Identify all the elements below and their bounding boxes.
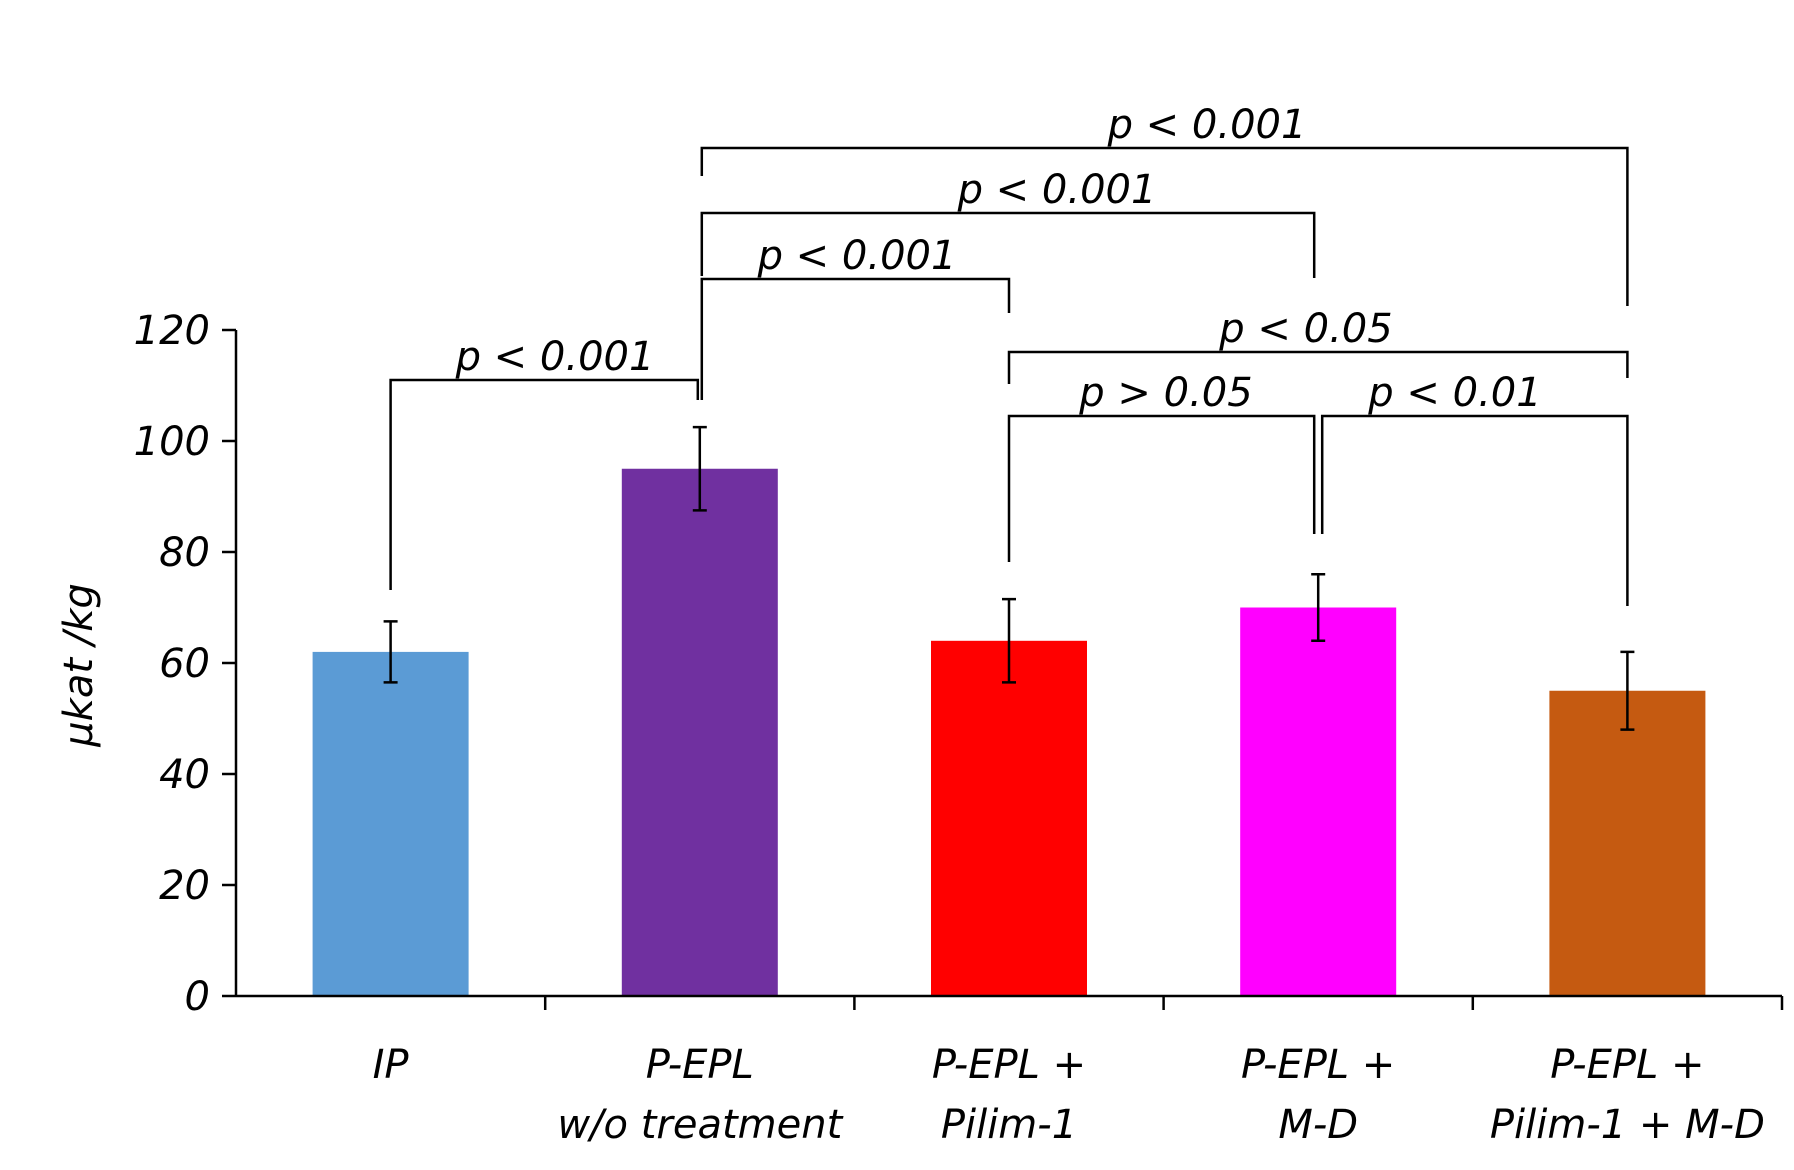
y-axis-label: μkat /kg <box>56 583 102 748</box>
p-value-label-2: p < 0.001 <box>957 167 1157 213</box>
y-tick-label-20: 20 <box>159 863 210 909</box>
bar-2 <box>931 640 1087 996</box>
p-value-label-3: p < 0.001 <box>1107 102 1307 148</box>
error-bars-layer <box>383 425 1635 731</box>
error-bar-2 <box>1002 597 1016 684</box>
significance-bracket-6 <box>1007 350 1629 384</box>
y-tick-label-120: 120 <box>134 308 210 354</box>
category-label-3-line-0: P-EPL + <box>1241 1042 1395 1088</box>
p-value-label-6: p < 0.05 <box>1218 306 1392 352</box>
error-bar-4 <box>1620 650 1635 731</box>
y-tick-label-100: 100 <box>134 419 210 465</box>
category-label-3-line-1: M-D <box>1278 1102 1358 1148</box>
y-tick-label-40: 40 <box>159 752 210 798</box>
significance-bracket-5 <box>1320 414 1629 606</box>
significance-bracket-4 <box>1007 414 1316 562</box>
significance-bracket-0 <box>389 378 700 590</box>
error-bar-0 <box>383 620 398 684</box>
p-value-label-0: p < 0.001 <box>455 334 655 380</box>
labels-layer: 0 20 40 60 80 100 120 IP P-EPL w/o treatment P-EPL… <box>134 308 1765 1148</box>
error-bar-3 <box>1311 572 1326 643</box>
category-label-2-line-1: Pilim-1 <box>941 1102 1077 1148</box>
category-label-4-line-0: P-EPL + <box>1550 1042 1704 1088</box>
category-label-2-line-0: P-EPL + <box>932 1042 1086 1088</box>
bar-0 <box>312 651 469 996</box>
bar-4 <box>1549 690 1706 996</box>
y-tick-label-80: 80 <box>159 530 210 576</box>
p-value-label-5: p < 0.01 <box>1367 370 1541 416</box>
bars-layer <box>312 468 1706 996</box>
y-tick-label-60: 60 <box>159 641 210 687</box>
y-tick-label-0: 0 <box>185 974 210 1020</box>
significance-bracket-2 <box>700 211 1316 278</box>
axes-layer <box>222 328 1784 1010</box>
category-label-0-line-0: IP <box>373 1042 410 1088</box>
category-label-1-line-0: P-EPL <box>646 1042 754 1088</box>
significance-bracket-3 <box>700 146 1629 306</box>
significance-bracket-1 <box>700 277 1011 400</box>
bar-1 <box>621 468 778 996</box>
category-label-1-line-1: w/o treatment <box>557 1102 843 1148</box>
bar-3 <box>1240 607 1397 996</box>
p-value-label-4: p > 0.05 <box>1078 370 1252 416</box>
category-label-4-line-1: Pilim-1 + M-D <box>1490 1102 1765 1148</box>
error-bar-1 <box>692 425 707 512</box>
p-value-label-1: p < 0.001 <box>757 233 957 279</box>
